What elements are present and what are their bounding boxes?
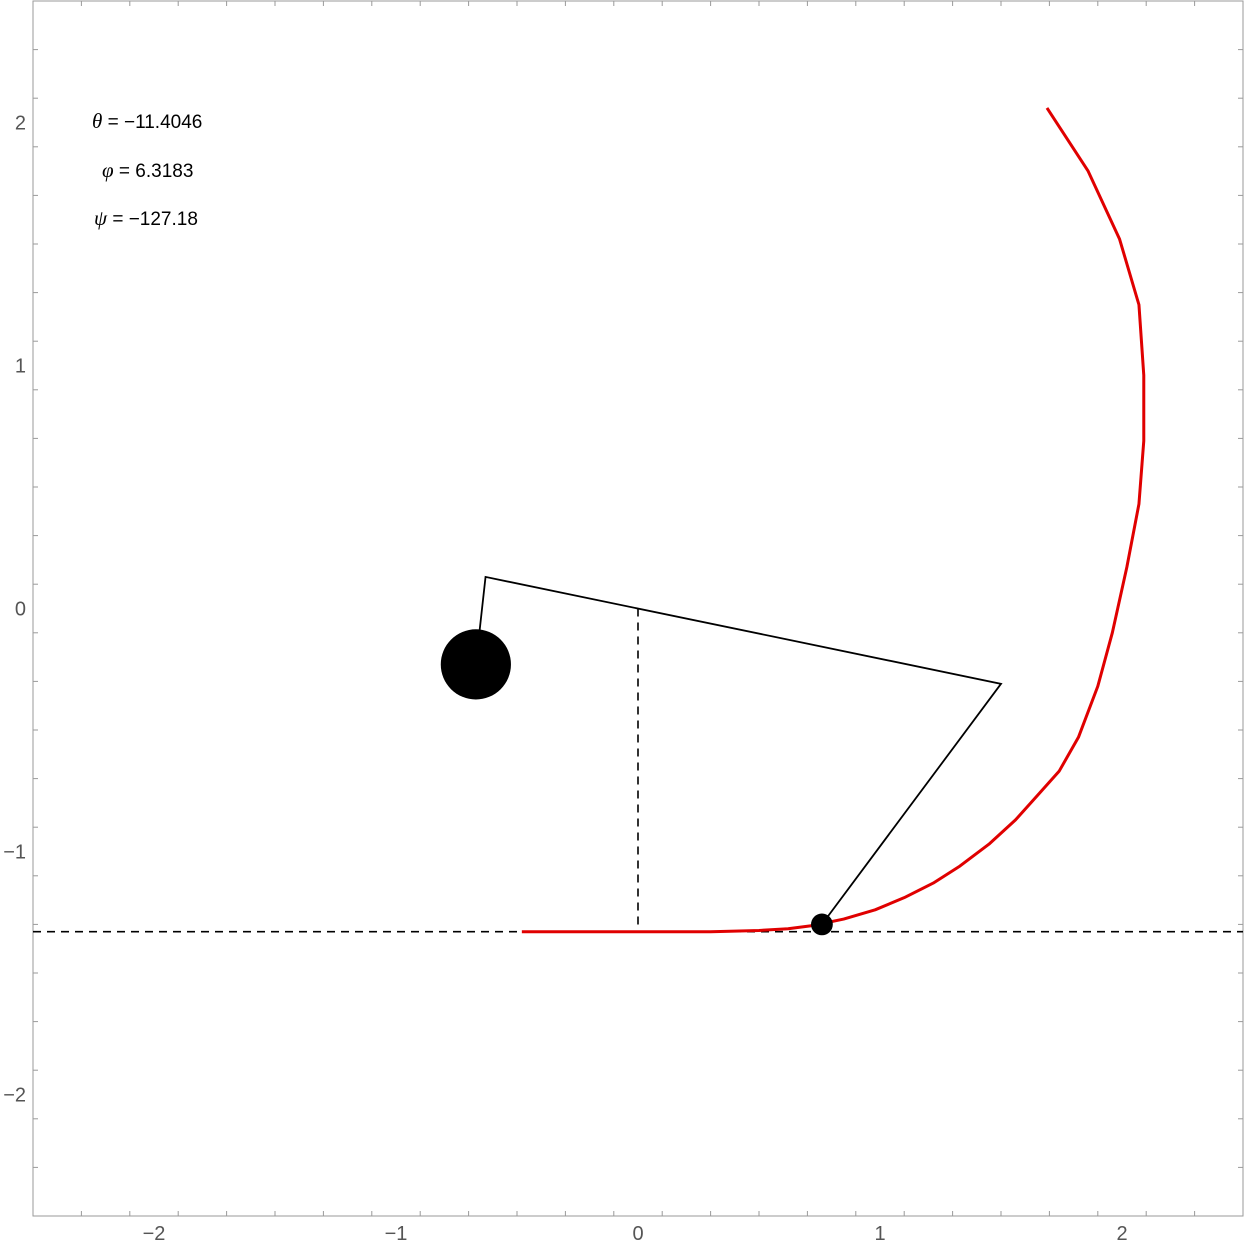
theta-annotation: θ = −11.4046 bbox=[92, 109, 202, 133]
plot-frame bbox=[32, 0, 1244, 1217]
y-tick-label: 1 bbox=[15, 356, 26, 378]
x-tick-label: −2 bbox=[143, 1223, 166, 1245]
phi-annotation: φ = 6.3183 bbox=[102, 158, 193, 182]
psi-symbol: ψ bbox=[94, 206, 108, 230]
psi-annotation: ψ = −127.18 bbox=[94, 206, 198, 230]
trajectory-curve bbox=[521, 107, 1146, 934]
pendulum-mass bbox=[440, 629, 511, 700]
x-tick-labels: −2 −1 0 1 2 bbox=[143, 1223, 1128, 1245]
x-tick-label: 1 bbox=[874, 1223, 885, 1245]
phi-symbol: φ bbox=[102, 158, 114, 182]
x-tick-label: 2 bbox=[1116, 1223, 1127, 1245]
x-tick-label: −1 bbox=[385, 1223, 408, 1245]
theta-value: = −11.4046 bbox=[102, 112, 202, 133]
minor-ticks bbox=[32, 0, 1244, 1217]
x-tick-label: 0 bbox=[632, 1223, 643, 1245]
phi-value: = 6.3183 bbox=[114, 161, 194, 182]
psi-value: = −127.18 bbox=[107, 209, 198, 230]
y-tick-label: −2 bbox=[3, 1085, 26, 1107]
arm-linkage bbox=[474, 575, 1003, 925]
y-tick-labels: 2 1 0 −1 −2 bbox=[3, 113, 26, 1107]
contact-point bbox=[811, 913, 833, 936]
theta-symbol: θ bbox=[92, 109, 102, 133]
y-tick-label: −1 bbox=[3, 842, 26, 864]
y-tick-label: 0 bbox=[15, 599, 26, 621]
y-tick-label: 2 bbox=[15, 113, 26, 135]
